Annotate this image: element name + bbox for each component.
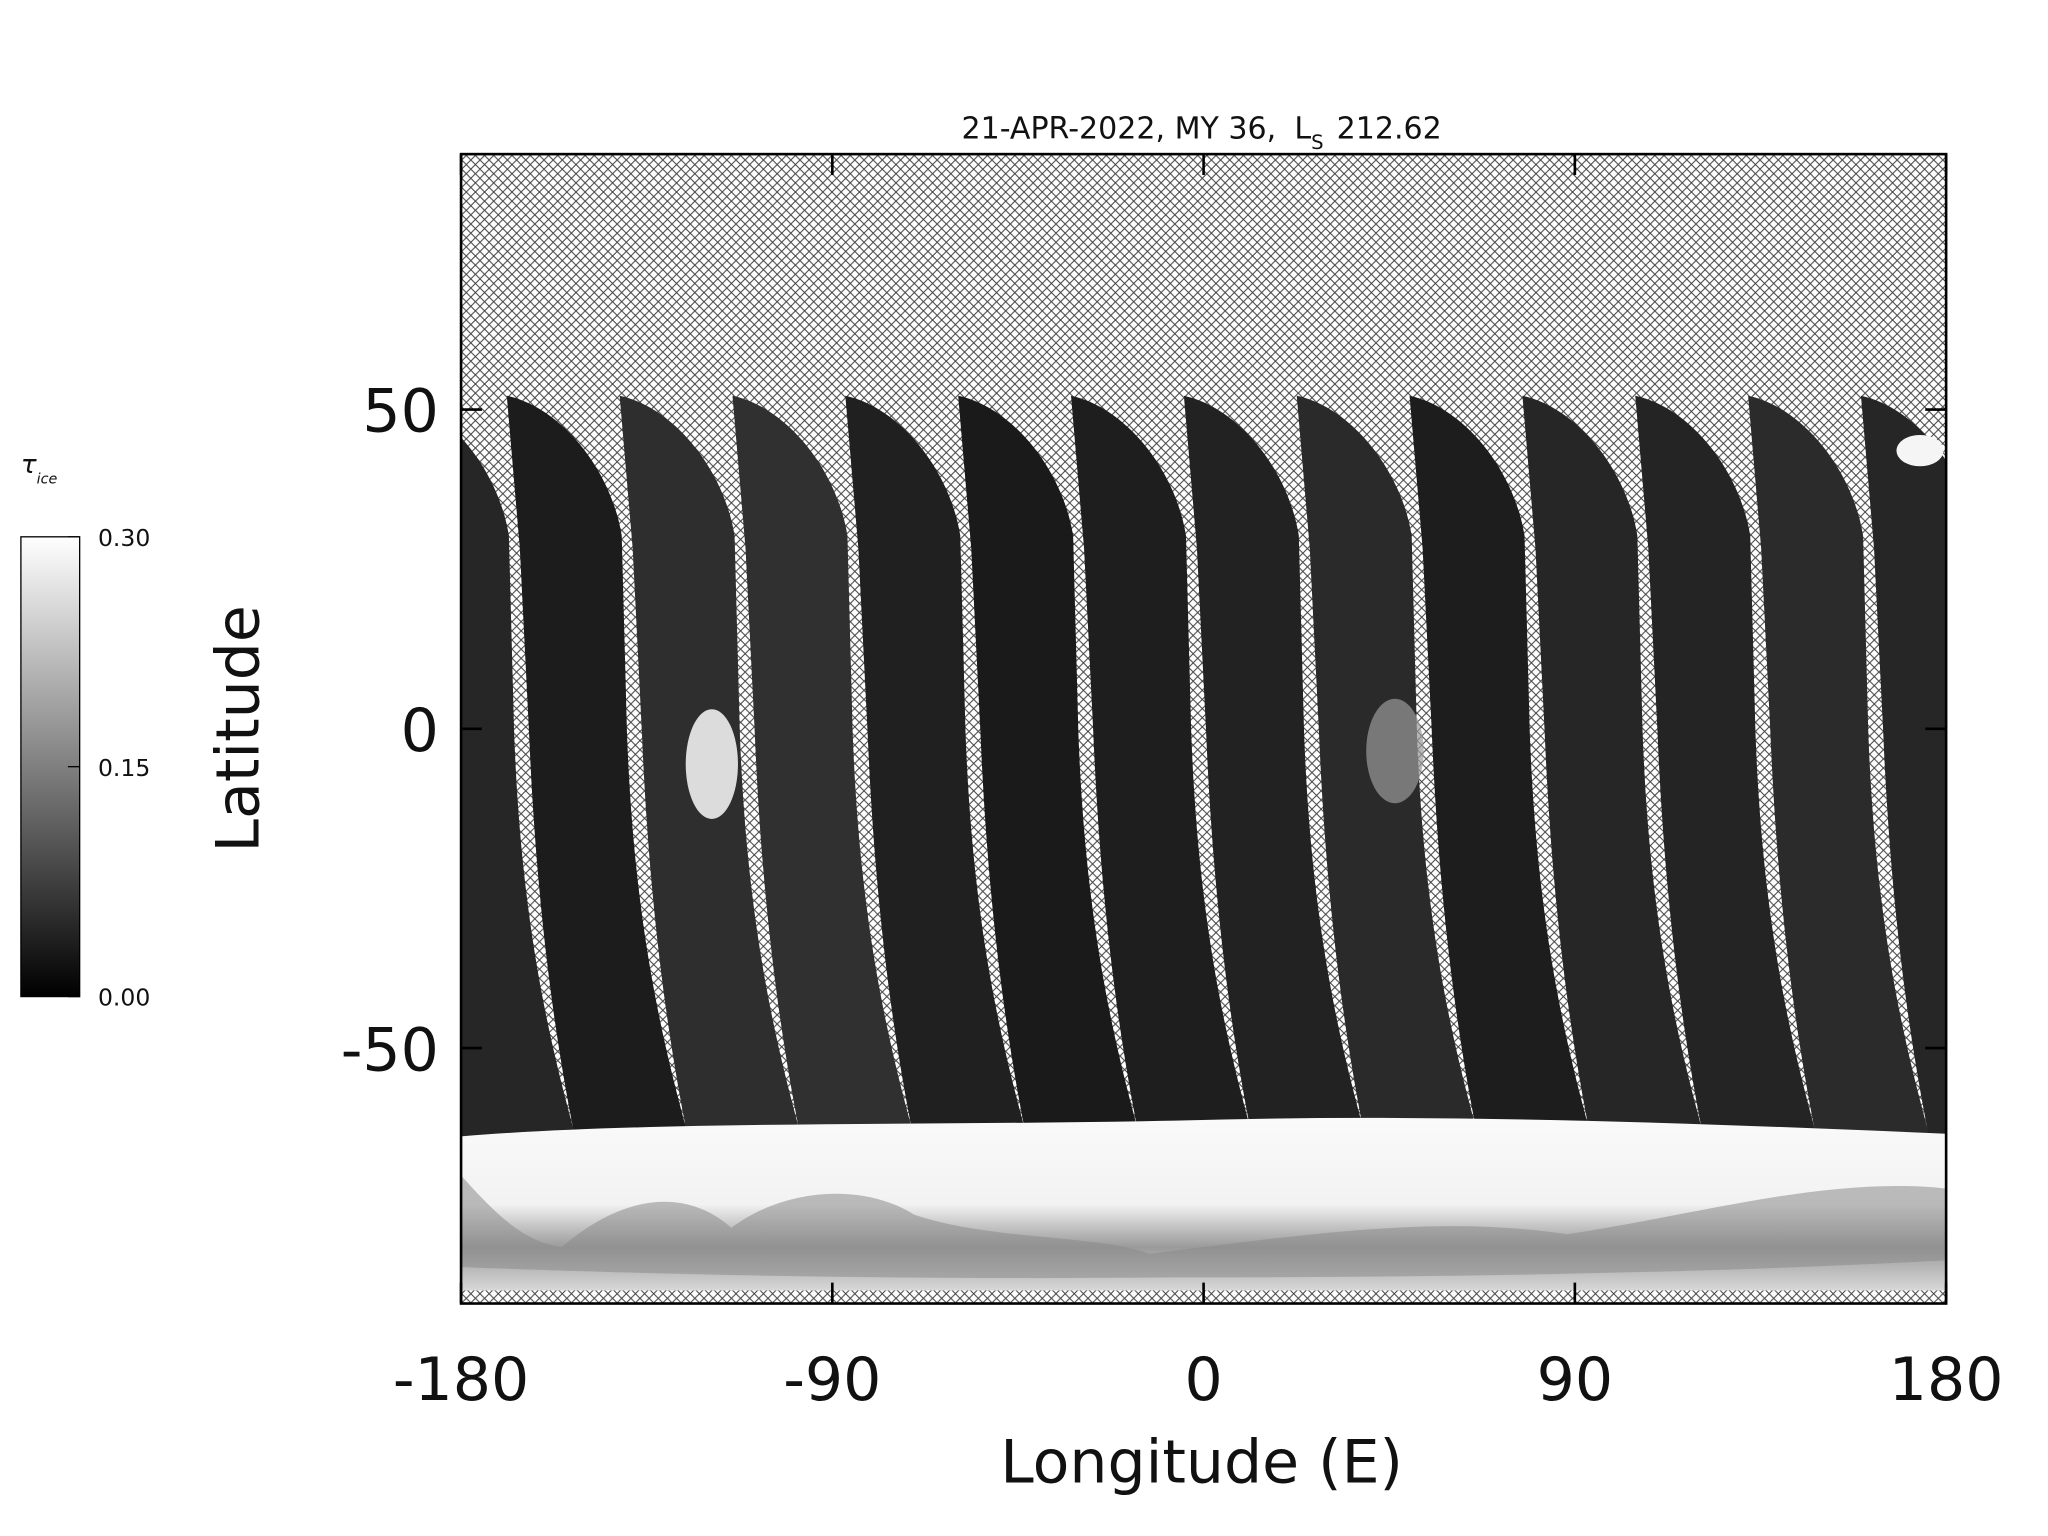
colorbar-tick-label: 0.30	[98, 524, 150, 552]
ls-subscript: S	[1311, 131, 1323, 154]
x-tick-label: -90	[783, 1345, 881, 1415]
polar-cap	[461, 1117, 1947, 1291]
swath	[1071, 395, 1253, 1137]
colorbar-tick-label: 0.00	[98, 984, 150, 1012]
cloud	[1896, 434, 1944, 467]
x-axis-label: Longitude (E)	[1000, 1427, 1403, 1497]
colorbar-symbol: τ	[21, 450, 37, 480]
swath	[1860, 395, 1947, 1137]
chart-title: 21-APR-2022, MY 36, LS 212.62	[962, 111, 1442, 153]
swath	[1974, 396, 2048, 1137]
y-tick-label: -50	[341, 1015, 439, 1085]
swaths	[461, 395, 2048, 1137]
cloud	[685, 709, 738, 819]
title-text: 21-APR-2022, MY 36,	[962, 111, 1277, 146]
swath	[732, 395, 915, 1137]
x-tick-label: 0	[1184, 1345, 1222, 1415]
ls-label: L	[1294, 111, 1311, 146]
swath	[958, 395, 1140, 1137]
plot-area	[459, 152, 2048, 1305]
y-tick-label: 50	[362, 377, 438, 447]
colorbar-label: τice	[21, 450, 58, 487]
swath	[1748, 395, 1930, 1137]
swath	[506, 395, 689, 1137]
polar-texture	[461, 1175, 1947, 1279]
x-tick-label: -180	[393, 1345, 529, 1415]
colorbar-subscript: ice	[37, 471, 58, 487]
cloud	[1366, 698, 1424, 804]
swath	[1183, 395, 1366, 1137]
swath	[461, 437, 576, 1137]
x-tick-label: 180	[1889, 1345, 2004, 1415]
swath	[1409, 395, 1592, 1137]
y-tick-label: 0	[401, 696, 439, 766]
ls-value: 212.62	[1337, 111, 1442, 146]
colorbar-tick-label: 0.15	[98, 754, 150, 782]
y-axis-label: Latitude	[204, 605, 274, 852]
swath	[1522, 395, 1704, 1137]
x-tick-label: 90	[1537, 1345, 1613, 1415]
swath	[1635, 395, 1817, 1137]
swath	[845, 395, 1027, 1137]
